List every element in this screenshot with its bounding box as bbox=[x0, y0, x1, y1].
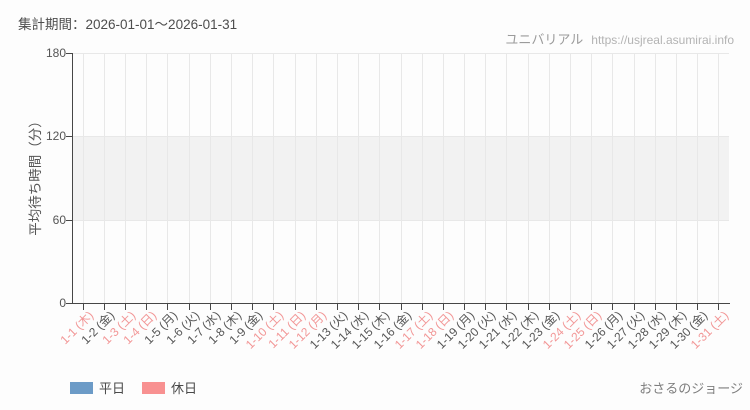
x-tick-mark bbox=[336, 304, 338, 310]
y-tick-label: 180 bbox=[45, 46, 66, 60]
x-tick-mark bbox=[654, 304, 656, 310]
gridline-vertical bbox=[527, 53, 529, 303]
x-tick-mark bbox=[591, 304, 593, 310]
y-tick-label: 120 bbox=[45, 129, 66, 144]
x-tick-mark bbox=[612, 304, 614, 310]
y-tick-mark bbox=[66, 53, 72, 54]
gridline-vertical bbox=[570, 53, 572, 303]
gridline-vertical bbox=[209, 53, 211, 303]
brand-url: https://usjreal.asumirai.info bbox=[591, 33, 734, 47]
gridline-vertical bbox=[654, 53, 656, 303]
x-tick-mark bbox=[570, 304, 572, 310]
gridline-vertical bbox=[315, 53, 317, 303]
gridline-vertical bbox=[230, 53, 232, 303]
x-tick-mark bbox=[676, 304, 678, 310]
gridline-vertical bbox=[548, 53, 550, 303]
x-tick-mark bbox=[124, 304, 126, 310]
x-tick-mark bbox=[358, 304, 360, 310]
x-tick-mark bbox=[103, 304, 105, 310]
gridline-vertical bbox=[718, 53, 720, 303]
gridline-vertical bbox=[252, 53, 254, 303]
x-tick-mark bbox=[421, 304, 423, 310]
gridline-vertical bbox=[464, 53, 466, 303]
gridline-vertical bbox=[591, 53, 593, 303]
y-axis-line bbox=[72, 53, 73, 304]
gridline-vertical bbox=[400, 53, 402, 303]
y-axis-title: 平均待ち時間（分） bbox=[28, 114, 43, 236]
x-tick-mark bbox=[82, 304, 84, 310]
x-tick-mark bbox=[294, 304, 296, 310]
x-tick-mark bbox=[718, 304, 720, 310]
plot-area bbox=[72, 53, 729, 303]
page-title: 集計期間：2026-01-01～2026-01-31 bbox=[18, 17, 238, 32]
x-tick-mark bbox=[442, 304, 444, 310]
gridline-vertical bbox=[612, 53, 614, 303]
gridline-vertical bbox=[485, 53, 487, 303]
x-tick-mark bbox=[146, 304, 148, 310]
x-tick-mark bbox=[633, 304, 635, 310]
y-tick-label: 60 bbox=[52, 212, 66, 227]
y-tick-mark bbox=[66, 303, 72, 304]
gridline-vertical bbox=[273, 53, 275, 303]
credit-text: おさるのジョージ bbox=[639, 381, 743, 396]
x-tick-mark bbox=[400, 304, 402, 310]
x-tick-mark bbox=[379, 304, 381, 310]
gridline-vertical bbox=[442, 53, 444, 303]
x-tick-mark bbox=[167, 304, 169, 310]
legend-item-holiday[interactable]: 休日 bbox=[142, 378, 197, 397]
gridline-vertical bbox=[294, 53, 296, 303]
y-tick-mark bbox=[66, 136, 72, 138]
x-tick-mark bbox=[464, 304, 466, 310]
gridline-vertical bbox=[676, 53, 678, 303]
gridline-vertical bbox=[124, 53, 126, 303]
x-tick-mark bbox=[527, 304, 529, 310]
gridline-vertical bbox=[82, 53, 84, 303]
y-tick-mark bbox=[66, 219, 72, 221]
gridline-vertical bbox=[506, 53, 508, 303]
gridline-vertical bbox=[336, 53, 338, 303]
watermark: ユニバリアル https://usjreal.asumirai.info bbox=[505, 29, 734, 48]
x-tick-mark bbox=[315, 304, 317, 310]
legend-label-weekday: 平日 bbox=[99, 381, 126, 396]
x-tick-mark bbox=[506, 304, 508, 310]
legend: 平日 休日 bbox=[70, 378, 197, 397]
gridline-vertical bbox=[358, 53, 360, 303]
x-tick-mark bbox=[273, 304, 275, 310]
x-tick-mark bbox=[697, 304, 699, 310]
gridline-vertical bbox=[633, 53, 635, 303]
y-tick-label: 0 bbox=[59, 296, 66, 310]
gridline-vertical bbox=[697, 53, 699, 303]
gridline-vertical bbox=[421, 53, 423, 303]
x-tick-mark bbox=[230, 304, 232, 310]
x-tick-mark bbox=[485, 304, 487, 310]
x-tick-mark bbox=[209, 304, 211, 310]
gridline-vertical bbox=[188, 53, 190, 303]
x-tick-mark bbox=[548, 304, 550, 310]
gridline-vertical bbox=[146, 53, 148, 303]
x-tick-mark bbox=[188, 304, 190, 310]
brand-name: ユニバリアル bbox=[505, 32, 584, 47]
legend-item-weekday[interactable]: 平日 bbox=[70, 378, 125, 397]
weekday-color-swatch bbox=[70, 381, 93, 394]
gridline-vertical bbox=[167, 53, 169, 303]
x-axis-line bbox=[72, 303, 730, 304]
x-tick-mark bbox=[252, 304, 254, 310]
gridline-vertical bbox=[103, 53, 105, 303]
gridline-vertical bbox=[379, 53, 381, 303]
holiday-color-swatch bbox=[142, 381, 166, 394]
legend-label-holiday: 休日 bbox=[171, 381, 198, 396]
